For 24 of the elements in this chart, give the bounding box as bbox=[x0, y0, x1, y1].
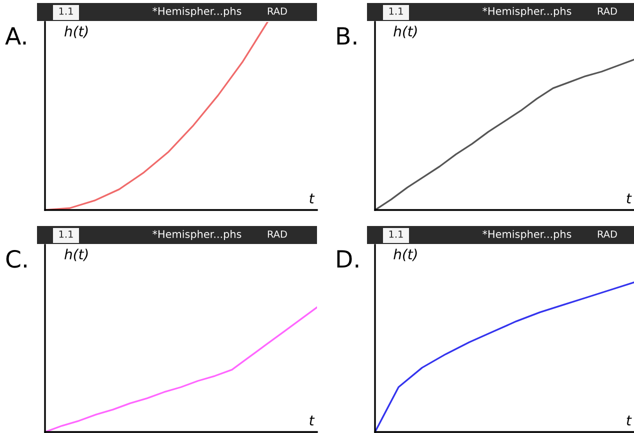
text: *Hemispher...phs bbox=[482, 6, 572, 18]
text: *Hemispher...phs bbox=[482, 230, 572, 240]
x-axis-title: t bbox=[310, 416, 315, 426]
chart-title: D. bbox=[337, 250, 358, 268]
text: RAD bbox=[598, 230, 617, 238]
chart-title: A. bbox=[5, 27, 26, 45]
text: 1.1 bbox=[389, 230, 403, 238]
x-axis-title: t bbox=[310, 194, 315, 204]
text: 1.1 bbox=[59, 8, 73, 15]
text: RAD bbox=[268, 230, 287, 238]
y-axis-title: h(t) bbox=[64, 248, 88, 262]
text: 1.1 bbox=[59, 230, 73, 238]
y-axis-title: h(t) bbox=[64, 26, 88, 38]
x-axis-title: t bbox=[626, 194, 632, 204]
text: RAD bbox=[268, 8, 287, 15]
x-axis-title: t bbox=[626, 416, 632, 426]
chart-title: C. bbox=[6, 250, 26, 268]
text: *Hemispher...phs bbox=[152, 230, 242, 240]
text: RAD bbox=[598, 8, 617, 15]
chart-title: B. bbox=[337, 27, 356, 45]
y-axis-title: h(t) bbox=[394, 248, 417, 262]
text: *Hemispher...phs bbox=[152, 6, 242, 18]
y-axis-title: h(t) bbox=[394, 26, 417, 38]
text: 1.1 bbox=[389, 8, 403, 15]
